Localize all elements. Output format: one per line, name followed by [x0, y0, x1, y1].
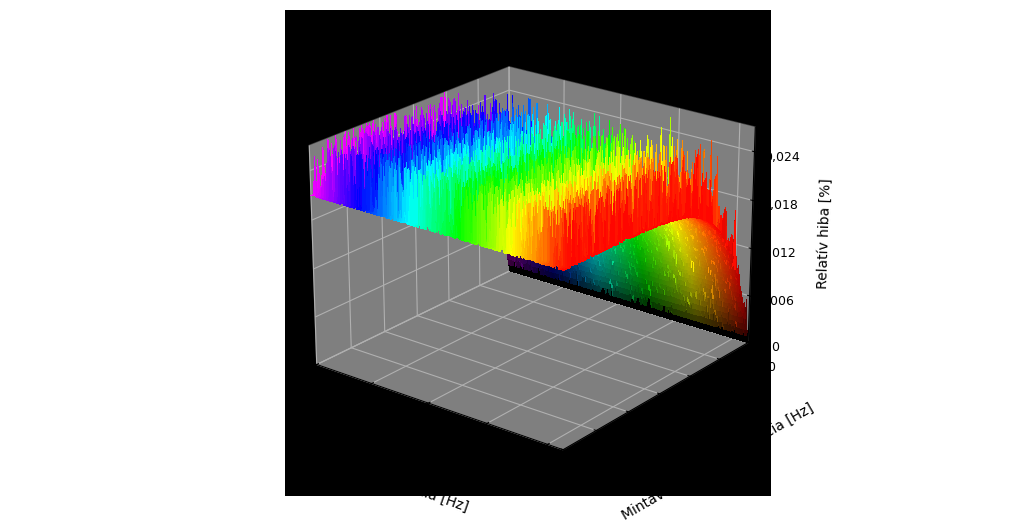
Y-axis label: Mintavételezési frekvencia [Hz]: Mintavételezési frekvencia [Hz] [619, 401, 816, 522]
X-axis label: Hálózati frekvencia [Hz]: Hálózati frekvencia [Hz] [309, 446, 470, 514]
